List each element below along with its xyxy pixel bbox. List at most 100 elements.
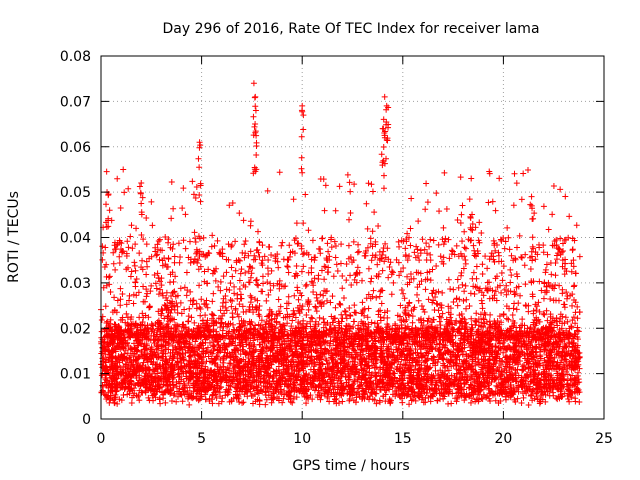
data-point [120,392,127,399]
data-point [435,356,442,363]
data-point [349,381,356,388]
data-point [452,395,459,402]
data-point [201,380,208,387]
data-point [128,399,135,406]
data-point [303,400,310,407]
data-point [323,339,330,346]
data-point [454,352,461,359]
data-point [467,399,474,406]
data-point [537,353,544,360]
data-point [472,362,479,369]
data-point [292,346,299,353]
data-point [541,357,548,364]
data-point [527,392,534,399]
data-point [239,346,246,353]
data-point [564,318,571,325]
data-point [525,401,532,408]
data-point [346,396,353,403]
data-point [279,399,286,406]
data-point [236,399,243,406]
data-point [179,398,186,405]
data-point [136,397,143,404]
data-point [258,317,265,324]
data-point [456,356,463,363]
data-point [468,375,475,382]
data-point [409,341,416,348]
data-point [210,338,217,345]
data-point [523,384,530,391]
chart-title: Day 296 of 2016, Rate Of TEC Index for r… [162,21,539,37]
data-point [227,360,234,367]
grid-lines [101,56,604,419]
data-point [204,344,211,351]
data-point [167,389,174,396]
data-point [452,332,459,339]
data-point [145,394,152,401]
data-point [123,375,130,382]
data-point [141,346,148,353]
data-point [202,396,209,403]
data-point [305,344,312,351]
data-point [461,397,468,404]
data-point [330,346,337,353]
data-point [392,387,399,394]
data-point [533,390,540,397]
data-point [345,359,352,366]
data-point [341,338,348,345]
data-point [175,323,182,330]
data-point [250,384,257,391]
data-point [486,357,493,364]
data-point [106,399,113,406]
data-point [186,401,193,408]
data-point [572,395,579,402]
data-point [432,345,439,352]
data-point [551,354,558,361]
data-point [239,400,246,407]
data-point [339,398,346,405]
data-point [353,394,360,401]
data-point [135,393,142,400]
data-point [487,398,494,405]
data-point [445,347,452,354]
data-point [500,349,507,356]
data-point [206,395,213,402]
data-point [176,385,183,392]
data-point [343,323,350,330]
data-point [100,354,107,361]
data-point [402,362,409,369]
data-point [561,376,568,383]
data-point [408,397,415,404]
data-point [261,372,268,379]
data-points [98,80,583,408]
data-point [518,399,525,406]
data-point [455,380,462,387]
data-point [288,323,295,330]
data-point [576,398,583,405]
data-point [207,358,214,365]
data-point [99,355,106,362]
data-point [380,393,387,400]
data-point [540,366,547,373]
data-point [399,399,406,406]
data-point [127,366,134,373]
data-point [262,369,269,376]
data-point [157,400,164,407]
data-point [520,394,527,401]
data-point [262,401,269,408]
data-point [326,398,333,405]
data-point [265,374,272,381]
data-point [350,346,357,353]
data-point [178,328,185,335]
data-point [432,367,439,374]
data-point [237,351,244,358]
data-point [565,347,572,354]
data-point [210,343,217,350]
data-point [574,336,581,343]
data-point [398,381,405,388]
data-point [559,349,566,356]
data-point [402,357,409,364]
data-point [182,349,189,356]
data-point [561,356,568,363]
data-point [250,337,257,344]
